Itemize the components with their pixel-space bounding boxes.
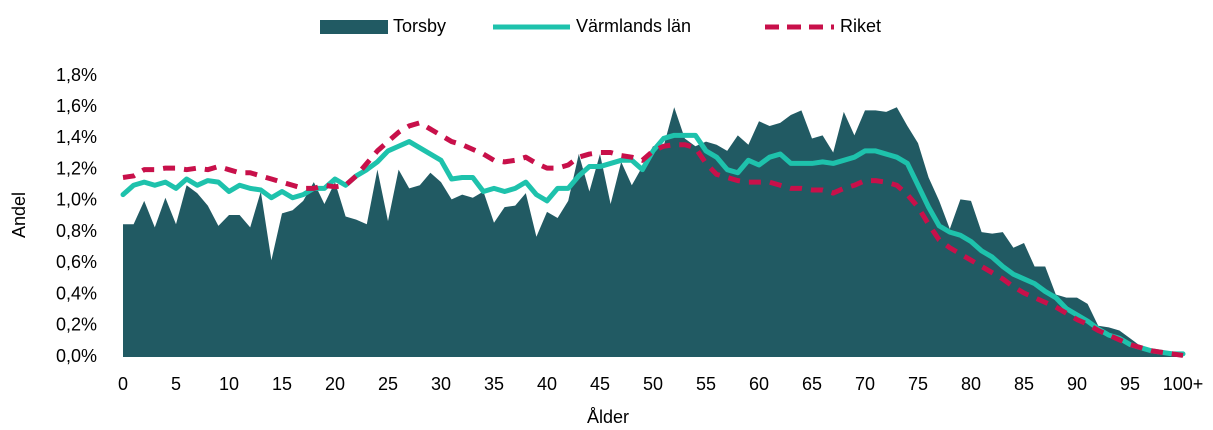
- x-tick-label: 65: [802, 374, 822, 394]
- y-tick-label: 1,6%: [56, 96, 97, 116]
- x-tick-label: 25: [378, 374, 398, 394]
- y-tick-label: 0,6%: [56, 252, 97, 272]
- x-tick-label: 30: [431, 374, 451, 394]
- line: [120, 132, 1186, 357]
- x-tick-label: 95: [1120, 374, 1140, 394]
- x-tick-label: 0: [118, 374, 128, 394]
- legend-label: Värmlands län: [576, 16, 691, 36]
- x-axis-label: Ålder: [587, 407, 629, 427]
- y-tick-label: 1,4%: [56, 127, 97, 147]
- x-tick-label: 45: [590, 374, 610, 394]
- x-tick-label: 55: [696, 374, 716, 394]
- x-tick-label: 20: [325, 374, 345, 394]
- y-tick-label: 1,2%: [56, 158, 97, 178]
- area: [123, 107, 1183, 357]
- y-tick-label: 1,8%: [56, 65, 97, 85]
- legend-label: Riket: [840, 16, 881, 36]
- y-tick-label: 0,8%: [56, 221, 97, 241]
- line: [122, 120, 1184, 358]
- x-tick-label: 100+: [1163, 374, 1204, 394]
- legend-swatch: [320, 20, 388, 34]
- x-tick-label: 50: [643, 374, 663, 394]
- y-tick-label: 0,2%: [56, 315, 97, 335]
- x-tick-label: 90: [1067, 374, 1087, 394]
- x-tick-label: 60: [749, 374, 769, 394]
- x-tick-label: 80: [961, 374, 981, 394]
- legend-label: Torsby: [393, 16, 446, 36]
- y-axis-label: Andel: [9, 192, 29, 238]
- x-tick-label: 75: [908, 374, 928, 394]
- x-tick-label: 70: [855, 374, 875, 394]
- y-tick-label: 1,0%: [56, 190, 97, 210]
- y-tick-label: 0,4%: [56, 283, 97, 303]
- x-tick-label: 10: [219, 374, 239, 394]
- y-tick-label: 0,0%: [56, 346, 97, 366]
- x-tick-label: 5: [171, 374, 181, 394]
- x-tick-label: 40: [537, 374, 557, 394]
- x-tick-label: 85: [1014, 374, 1034, 394]
- x-tick-label: 15: [272, 374, 292, 394]
- x-tick-label: 35: [484, 374, 504, 394]
